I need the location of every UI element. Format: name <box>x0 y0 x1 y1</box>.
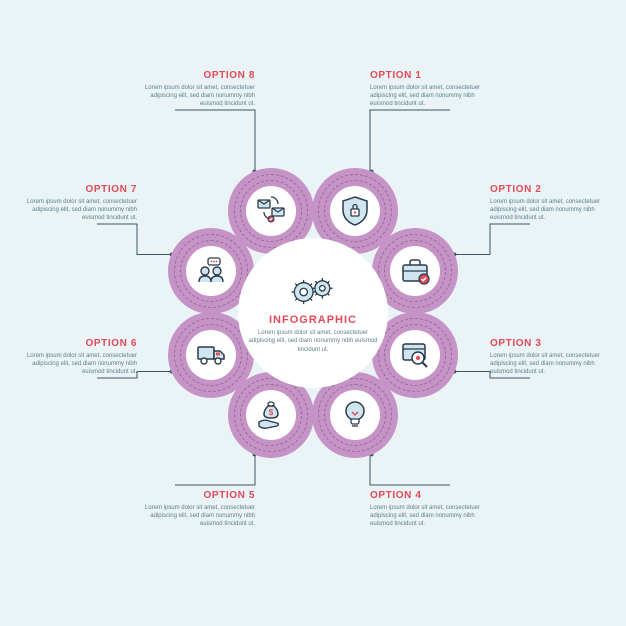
option-label-3: OPTION 3 Lorem ipsum dolor sit amet, con… <box>490 338 615 376</box>
option-label-1: OPTION 1 Lorem ipsum dolor sit amet, con… <box>370 70 495 108</box>
option-label-4: OPTION 4 Lorem ipsum dolor sit amet, con… <box>370 490 495 528</box>
briefcase-check-icon <box>390 246 440 296</box>
option-title: OPTION 4 <box>370 490 495 501</box>
search-window-icon <box>390 330 440 380</box>
center-disc: INFOGRAPHIC Lorem ipsum dolor sit amet, … <box>238 238 388 388</box>
option-title: OPTION 3 <box>490 338 615 349</box>
infographic-canvas: INFOGRAPHIC Lorem ipsum dolor sit amet, … <box>0 0 626 626</box>
center-title: INFOGRAPHIC <box>269 314 357 326</box>
option-label-2: OPTION 2 Lorem ipsum dolor sit amet, con… <box>490 184 615 222</box>
option-title: OPTION 2 <box>490 184 615 195</box>
option-title: OPTION 1 <box>370 70 495 81</box>
option-body: Lorem ipsum dolor sit amet, consectetuer… <box>490 198 615 222</box>
shield-lock-icon <box>330 186 380 236</box>
option-title: OPTION 8 <box>130 70 255 81</box>
truck-icon <box>186 330 236 380</box>
option-title: OPTION 7 <box>12 184 137 195</box>
option-title: OPTION 5 <box>130 490 255 501</box>
gears-icon <box>285 272 341 312</box>
option-body: Lorem ipsum dolor sit amet, consectetuer… <box>12 198 137 222</box>
center-body: Lorem ipsum dolor sit amet, consectetuer… <box>246 329 380 353</box>
option-label-8: OPTION 8 Lorem ipsum dolor sit amet, con… <box>130 70 255 108</box>
option-body: Lorem ipsum dolor sit amet, consectetuer… <box>12 352 137 376</box>
option-body: Lorem ipsum dolor sit amet, consectetuer… <box>130 504 255 528</box>
option-body: Lorem ipsum dolor sit amet, consectetuer… <box>370 84 495 108</box>
option-body: Lorem ipsum dolor sit amet, consectetuer… <box>130 84 255 108</box>
option-body: Lorem ipsum dolor sit amet, consectetuer… <box>490 352 615 376</box>
money-hand-icon <box>246 390 296 440</box>
option-label-5: OPTION 5 Lorem ipsum dolor sit amet, con… <box>130 490 255 528</box>
option-label-7: OPTION 7 Lorem ipsum dolor sit amet, con… <box>12 184 137 222</box>
team-chat-icon <box>186 246 236 296</box>
mail-exchange-icon <box>246 186 296 236</box>
option-label-6: OPTION 6 Lorem ipsum dolor sit amet, con… <box>12 338 137 376</box>
option-title: OPTION 6 <box>12 338 137 349</box>
option-body: Lorem ipsum dolor sit amet, consectetuer… <box>370 504 495 528</box>
lightbulb-icon <box>330 390 380 440</box>
